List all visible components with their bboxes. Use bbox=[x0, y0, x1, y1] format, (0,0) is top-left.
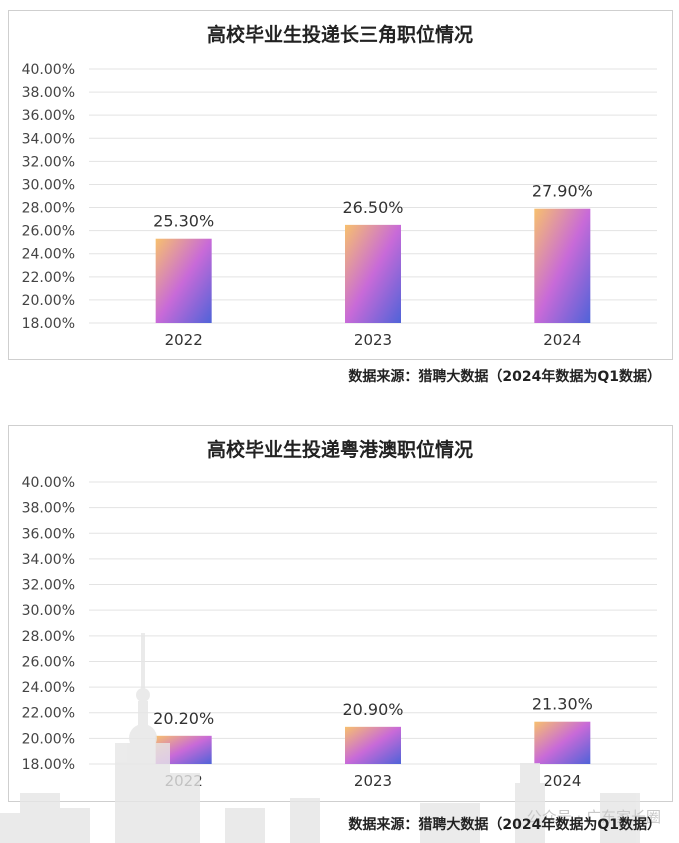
x-tick-label: 2024 bbox=[543, 331, 581, 349]
data-source-note: 数据来源：猎聘大数据（2024年数据为Q1数据） bbox=[348, 369, 661, 385]
y-tick-label: 34.00% bbox=[22, 131, 75, 147]
y-tick-label: 18.00% bbox=[22, 757, 75, 773]
data-label: 26.50% bbox=[342, 198, 403, 217]
y-tick-label: 24.00% bbox=[22, 247, 75, 263]
y-tick-label: 34.00% bbox=[22, 552, 75, 568]
x-tick-label: 2022 bbox=[165, 331, 203, 349]
y-tick-label: 28.00% bbox=[22, 201, 75, 217]
y-tick-label: 18.00% bbox=[22, 316, 75, 332]
y-tick-label: 26.00% bbox=[22, 224, 75, 240]
y-tick-label: 22.00% bbox=[22, 706, 75, 722]
y-tick-label: 36.00% bbox=[22, 108, 75, 124]
bar bbox=[345, 224, 401, 323]
y-tick-label: 32.00% bbox=[22, 154, 75, 170]
data-label: 27.90% bbox=[532, 182, 593, 201]
y-tick-label: 38.00% bbox=[22, 501, 75, 517]
y-tick-label: 32.00% bbox=[22, 578, 75, 594]
data-label: 21.30% bbox=[532, 695, 593, 714]
y-tick-label: 20.00% bbox=[22, 731, 75, 747]
y-tick-label: 38.00% bbox=[22, 85, 75, 101]
x-tick-label: 2024 bbox=[543, 772, 581, 790]
data-label: 20.90% bbox=[342, 700, 403, 719]
y-tick-label: 30.00% bbox=[22, 603, 75, 619]
y-tick-label: 20.00% bbox=[22, 293, 75, 309]
bar-chart-yangtze: 高校毕业生投递长三角职位情况 18.00% 20.00% 22.00% 24.00% 26… bbox=[22, 23, 657, 349]
chart-panel-yangtze: 高校毕业生投递长三角职位情况 18.00% 20.00% 22.00% 24.00% 26… bbox=[8, 10, 673, 360]
data-source-note: 数据来源：猎聘大数据（2024年数据为Q1数据） bbox=[348, 817, 661, 833]
bar bbox=[534, 721, 591, 764]
bar bbox=[345, 726, 401, 764]
x-tick-label: 2023 bbox=[354, 772, 392, 790]
y-tick-label: 26.00% bbox=[22, 654, 75, 670]
y-tick-label: 22.00% bbox=[22, 270, 75, 286]
y-tick-label: 40.00% bbox=[22, 475, 75, 491]
y-tick-label: 36.00% bbox=[22, 526, 75, 542]
bar bbox=[534, 208, 591, 323]
chart-title: 高校毕业生投递粤港澳职位情况 bbox=[207, 438, 473, 461]
chart-panel-gba: 高校毕业生投递粤港澳职位情况 18.00% 20.00% 22.00% 24.00% 26… bbox=[8, 425, 673, 802]
bar bbox=[155, 238, 212, 323]
y-tick-label: 24.00% bbox=[22, 680, 75, 696]
x-tick-label: 2023 bbox=[354, 331, 392, 349]
watermark-text: 公众号 · 广东家长圈 bbox=[526, 808, 661, 826]
data-label: 20.20% bbox=[153, 709, 214, 728]
skyline-watermark-icon bbox=[0, 633, 640, 843]
y-tick-label: 28.00% bbox=[22, 629, 75, 645]
y-tick-label: 40.00% bbox=[22, 62, 75, 78]
data-label: 25.30% bbox=[153, 212, 214, 231]
y-tick-label: 30.00% bbox=[22, 177, 75, 193]
chart-title: 高校毕业生投递长三角职位情况 bbox=[207, 23, 473, 46]
